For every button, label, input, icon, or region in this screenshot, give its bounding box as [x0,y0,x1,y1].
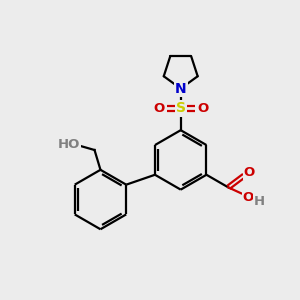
Text: O: O [244,166,255,179]
Text: N: N [175,82,187,96]
Text: O: O [153,102,164,115]
Text: O: O [197,102,208,115]
Text: HO: HO [58,138,80,151]
Text: S: S [176,101,186,116]
Text: O: O [242,191,254,204]
Text: N: N [175,82,187,96]
Text: H: H [254,195,265,208]
